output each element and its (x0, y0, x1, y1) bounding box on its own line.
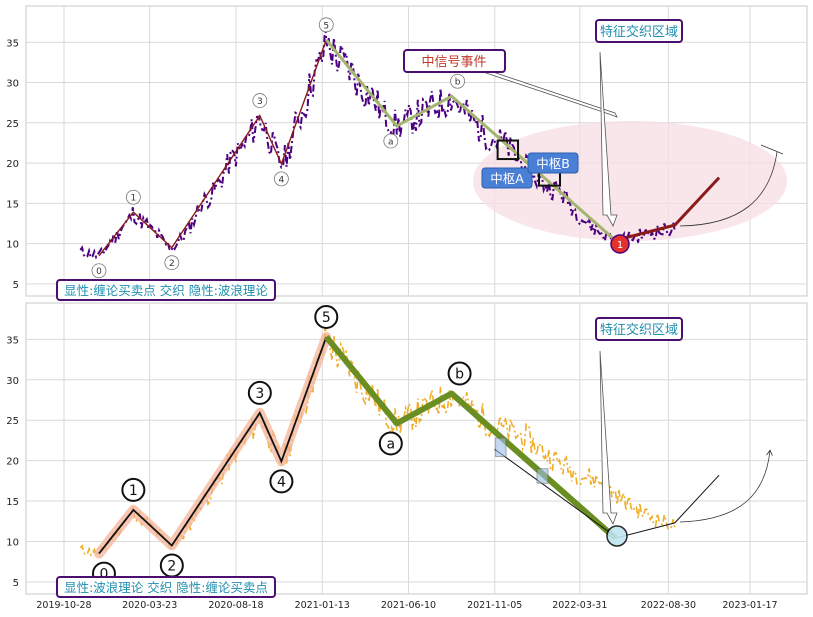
bottom-down-wave-bold (323, 335, 618, 541)
buy-point-label: 1 (617, 240, 623, 251)
top-wave-labels: 0 1 2 3 4 5 a b (91, 17, 465, 279)
feature-zone-ellipse (473, 121, 787, 241)
bottom-wave-label-circle (378, 431, 403, 456)
bottom-panel: 5 10 15 20 25 30 35 0 1 2 3 4 5 a b 特征交织区域 显性:波浪理论 交织… (6, 302, 808, 598)
wave-label-text: 3 (257, 97, 263, 107)
bottom-wave-label-text: a (387, 436, 396, 452)
wave-label-circle (125, 189, 141, 205)
zhongshu-label-bg (481, 167, 533, 189)
wave-label-circle (164, 255, 180, 271)
bottom-y-ticks: 5 10 15 20 25 30 35 (6, 335, 19, 589)
zhongshu-label: 中枢B (536, 156, 570, 171)
bottom-buy-point-marker (606, 525, 628, 547)
bottom-wave-label-text: 1 (129, 483, 138, 499)
top-panel: 5 10 15 20 25 30 35 中枢A 中枢B 0 1 2 3 4 5 a b 1 中信号事件 特征… (6, 5, 808, 301)
top-up-projection (615, 176, 721, 242)
top-feature-zone-box: 特征交织区域 (595, 19, 683, 43)
zhongshu-label: 中枢A (490, 171, 524, 186)
bottom-feature-zone-text: 特征交织区域 (600, 322, 678, 338)
top-y-tick-label: 10 (6, 240, 19, 251)
bottom-plot-area (25, 302, 808, 595)
wave-label-circle (273, 171, 289, 187)
top-y-tick-label: 35 (6, 38, 19, 49)
x-axis-ticks: 2019-10-28 2020-03-23 2020-08-18 2021-01-13… (36, 600, 777, 611)
bottom-wave-label-text: b (455, 367, 464, 383)
x-tick-label: 2023-01-17 (722, 600, 777, 611)
bottom-wave-label-text: 3 (255, 386, 264, 402)
bottom-y-tick-label: 5 (13, 578, 19, 589)
top-caption-box: 显性:缠论买卖点 交织 隐性:波浪理论 (56, 279, 276, 301)
x-tick-label: 2022-08-30 (641, 600, 696, 611)
top-arrow-cap (760, 144, 784, 155)
top-y-tick-label: 20 (6, 159, 19, 170)
bottom-wave-label-circle (447, 361, 472, 386)
bottom-feature-arrow (599, 350, 618, 525)
bottom-wave-label-circle (121, 477, 146, 502)
wave-label-text: b (455, 78, 461, 88)
bottom-up-wave (98, 336, 328, 555)
bottom-up-projection (615, 474, 720, 539)
wave-label-text: 1 (130, 194, 136, 204)
x-tick-label: 2021-06-10 (381, 600, 436, 611)
wave-label-text: 4 (279, 175, 285, 185)
top-y-tick-label: 25 (6, 119, 19, 130)
wave-label-circle (318, 17, 334, 33)
wave-label-text: 2 (169, 259, 175, 269)
bottom-y-tick-label: 15 (6, 497, 19, 508)
top-y-ticks: 5 10 15 20 25 30 35 (6, 38, 19, 291)
top-curved-arrow (679, 151, 778, 227)
x-tick-label: 2020-08-18 (208, 600, 263, 611)
bottom-y-tick-label: 35 (6, 335, 19, 346)
x-tick-label: 2019-10-28 (36, 600, 91, 611)
top-chan-lines (98, 39, 327, 257)
zhongshu-box (496, 139, 520, 161)
top-y-tick-label: 15 (6, 199, 19, 210)
top-feature-zone-text: 特征交织区域 (600, 24, 678, 40)
bottom-wave-label-text: 4 (277, 474, 286, 490)
bottom-wave-label-circle (314, 304, 339, 329)
x-tick-label: 2022-03-31 (552, 600, 607, 611)
bottom-wave-label-circle (247, 380, 272, 405)
bottom-y-tick-label: 20 (6, 457, 19, 468)
wave-label-circle (383, 133, 399, 149)
wave-label-circle (91, 263, 107, 279)
top-feature-arrow (599, 51, 618, 227)
wave-label-text: 5 (323, 21, 329, 31)
bottom-wave-label-text: 2 (167, 559, 176, 575)
top-zhongshu-group: 中枢A 中枢B (481, 139, 579, 189)
bottom-y-tick-label: 25 (6, 416, 19, 427)
bottom-feature-zone-box: 特征交织区域 (595, 317, 683, 341)
bottom-wave-label-text: 0 (100, 567, 109, 583)
wave-label-text: 0 (96, 267, 102, 277)
x-tick-label: 2021-11-05 (467, 600, 522, 611)
signal-event-text: 中信号事件 (421, 55, 486, 70)
bottom-zhongshu-box (536, 468, 549, 484)
wave-label-text: a (388, 138, 394, 148)
bottom-y-tick-label: 10 (6, 537, 19, 548)
x-tick-label: 2020-03-23 (122, 600, 177, 611)
top-y-tick-label: 30 (6, 79, 19, 90)
bottom-wave-labels: 0 1 2 3 4 5 a b (91, 304, 472, 586)
top-caption-text: 显性:缠论买卖点 交织 隐性:波浪理论 (64, 283, 268, 298)
bottom-caption-box: 显性:波浪理论 交织 隐性:缠论买卖点 (56, 576, 276, 598)
signal-event-box: 中信号事件 (403, 49, 506, 73)
wave-label-circle (450, 73, 465, 89)
bottom-zhongshu-box (495, 437, 507, 458)
bottom-caption-text: 显性:波浪理论 交织 隐性:缠论买卖点 (64, 580, 268, 595)
top-y-tick-label: 5 (13, 280, 19, 291)
buy-point-marker (610, 234, 630, 254)
bottom-down-thin (494, 448, 616, 538)
x-tick-label: 2021-01-13 (295, 600, 350, 611)
bottom-wave-label-circle (269, 469, 294, 494)
bottom-curved-arrow (679, 451, 770, 523)
bottom-y-tick-label: 30 (6, 376, 19, 387)
zhongshu-label-bg (527, 152, 579, 174)
bottom-zhongshu-group (495, 437, 549, 484)
bottom-wave-label-text: 5 (322, 310, 331, 326)
wave-label-circle (252, 93, 268, 108)
